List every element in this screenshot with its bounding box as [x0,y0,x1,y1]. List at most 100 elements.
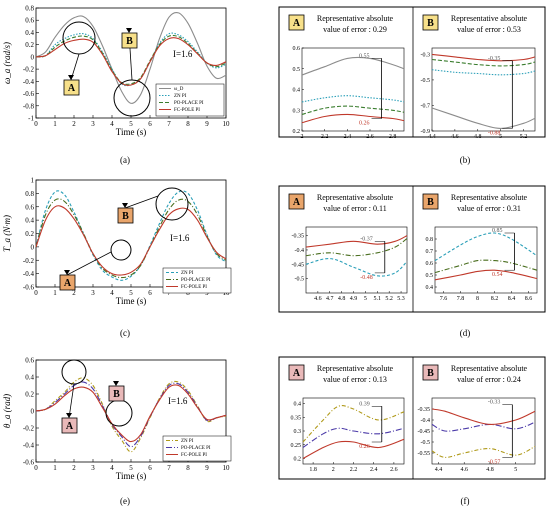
error-label-line1: Representative absolute [317,364,394,373]
x-tick-label: 4 [110,464,114,472]
y-tick-label: 0.6 [426,261,434,267]
panel-caption-e: (e) [120,496,130,506]
x-tick-label: 6 [148,289,152,297]
y-tick-label: -0.35 [418,407,431,413]
y-tick-label: 0.2 [25,391,34,399]
marker-letter: A [68,83,76,94]
x-tick-label: 4.6 [451,134,459,140]
y-tick-label: -0.7 [421,103,431,109]
legend-entry: ZN PI [174,94,187,99]
x-tick-label: 5 [129,120,133,128]
y-tick-label: 0.5 [293,67,301,73]
error-annotation-value: 0.39 [359,401,370,407]
y-tick-label: -0.4 [23,270,35,278]
x-tick-label: 1 [53,120,57,128]
zoom-series-line [434,269,538,281]
y-tick-label: 0.5 [426,273,434,279]
y-tick-label: -0.45 [418,429,431,435]
zoom-series-line [302,427,405,448]
legend-entry: FC-POLE PI [181,285,207,290]
y-tick-label: -0.45 [292,262,305,268]
zoom-series-line [431,53,536,62]
zoom-series-line [431,445,536,458]
y-tick-label: -0.5 [421,78,431,84]
panel-caption-d: (d) [460,328,471,338]
x-tick-label: 2 [72,120,76,128]
x-tick-label: 4.8 [338,296,346,302]
x-tick-label: 8.4 [508,296,516,302]
x-tick-label: 5 [499,134,502,140]
y-tick-label: -0.4 [421,418,431,424]
marker-letter: B [122,211,129,222]
error-annotation-value: 0.26 [359,444,370,450]
y-axis-label: θ_a (rad) [2,394,12,428]
series-line-fc-pole-pi [35,205,227,276]
error-label-line1: Representative absolute [451,193,528,202]
y-tick-label: -0.9 [421,129,431,135]
x-tick-label: 9 [205,464,209,472]
x-tick-label: 5 [129,289,133,297]
error-label-line2: value of error : 0.29 [323,25,387,34]
y-tick-label: 0 [31,243,35,251]
x-tick-label: 3 [91,289,95,297]
x-tick-label: 2 [72,289,76,297]
x-tick-label: 7 [167,464,171,472]
error-annotation-value: -0.33 [488,400,501,406]
y-tick-label: 0.2 [294,457,302,463]
error-label-line1: Representative absolute [317,193,394,202]
x-tick-label: 10 [223,464,231,472]
error-label-line1: Representative absolute [317,14,394,23]
x-tick-label: 8.6 [525,296,533,302]
zoom-circle [61,359,87,385]
y-tick-label: 0 [31,408,35,416]
x-tick-label: 2.8 [389,134,397,140]
y-tick-label: 0.2 [293,129,301,135]
zoom-series-line [434,259,538,274]
marker-arrow [68,383,75,419]
y-tick-label: -0.35 [292,234,305,240]
zoom-series-line [302,405,405,443]
x-tick-label: 7.6 [440,296,448,302]
y-tick-label: 0.8 [25,5,34,13]
y-tick-label: -0.4 [23,78,35,86]
x-tick-label: 3 [91,120,95,128]
zoom-series-line [431,107,536,129]
marker-box-a [63,79,80,96]
y-tick-label: -0.4 [295,248,305,254]
y-tick-label: 0.7 [426,249,434,255]
x-tick-label: 8 [186,464,190,472]
error-annotation-value: -0.48 [360,275,373,281]
marker-box-b [117,207,134,224]
zoom-marker-letter: B [427,18,434,29]
marker-arrow [66,251,112,276]
y-tick-label: 0.25 [291,443,302,449]
error-label-line2: value of error : 0.13 [323,375,387,384]
x-tick-label: 4.8 [474,134,482,140]
zoom-marker-a [288,364,305,381]
arrow-head [64,270,70,275]
x-tick-label: 7.8 [457,296,465,302]
series-line-fc-pole-pi [35,384,227,443]
y-tick-label: 0.35 [291,415,302,421]
panel-caption-b: (b) [460,155,471,165]
zoom-marker-letter: A [293,197,301,208]
zoom-circle [110,239,132,261]
zoom-marker-letter: B [427,197,434,208]
y-tick-label: 0.4 [426,285,434,291]
arrow-head [113,381,119,386]
y-tick-label: 0.6 [25,17,34,25]
series-line--d [35,11,227,104]
x-tick-label: 5.2 [520,134,528,140]
x-tick-label: 2.6 [390,467,398,473]
legend-box [162,435,232,462]
y-tick-label: -0.55 [418,451,431,457]
zoom-plot-frame [431,47,536,132]
x-tick-label: 1 [53,289,57,297]
x-tick-label: 2.4 [344,134,352,140]
legend-entry: ω_D [174,87,184,92]
x-tick-label: 5.3 [397,296,405,302]
zoom-plot-frame [305,226,408,294]
zoom-marker-letter: B [427,368,434,379]
y-tick-label: -0.5 [421,440,431,446]
legend-box [162,267,232,294]
